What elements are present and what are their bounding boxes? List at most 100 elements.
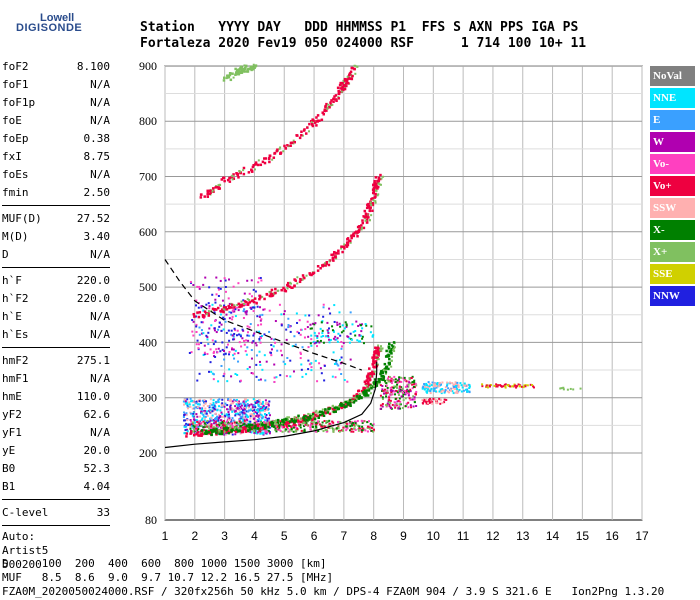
echo-dot (394, 385, 397, 388)
echo-dot (209, 348, 212, 351)
echo-dot (299, 328, 302, 331)
echo-dot (285, 375, 288, 378)
echo-dot (322, 306, 325, 309)
trace-point (384, 355, 388, 358)
echo-dot (200, 305, 203, 308)
echo-dot (212, 409, 215, 412)
echo-dot (518, 385, 521, 388)
echo-dot (211, 403, 214, 406)
trace-point (203, 195, 206, 198)
trace-point (258, 297, 261, 301)
trace-point (354, 231, 358, 234)
trace-point (236, 71, 240, 74)
trace-point (365, 375, 369, 378)
trace-point (379, 349, 382, 352)
trace-point (258, 427, 262, 431)
trace-point (343, 243, 346, 246)
echo-dot (246, 427, 249, 430)
echo-dot (240, 407, 243, 410)
echo-dot (221, 398, 224, 401)
echo-dot (194, 424, 197, 427)
echo-dot (243, 412, 246, 415)
echo-dot (196, 427, 199, 430)
echo-dot (241, 413, 244, 416)
trace-point (222, 308, 225, 311)
echo-dot (360, 429, 363, 432)
trace-point (363, 392, 366, 395)
echo-dot (255, 429, 258, 432)
echo-dot (428, 385, 431, 388)
trace-point (373, 181, 376, 185)
echo-dot (342, 329, 345, 332)
echo-dot (413, 379, 416, 382)
trace-point (215, 427, 218, 431)
trace-point (293, 140, 296, 144)
echo-dot (354, 428, 357, 431)
echo-dot (425, 387, 428, 390)
echo-dot (237, 404, 240, 407)
trace-point (309, 414, 312, 418)
echo-dot (247, 339, 250, 342)
trace-point (206, 313, 209, 316)
echo-dot (391, 393, 394, 396)
trace-point (393, 346, 396, 349)
trace-point (301, 278, 304, 281)
echo-dot (439, 399, 442, 402)
echo-dot (532, 385, 535, 388)
echo-dot (254, 411, 257, 414)
echo-dot (446, 383, 449, 386)
echo-dot (277, 428, 280, 431)
x-tick-label: 14 (546, 529, 560, 543)
trace-point (223, 179, 226, 183)
echo-dot (188, 403, 191, 406)
trace-point (205, 431, 208, 435)
echo-dot (227, 413, 230, 416)
trace-point (331, 103, 334, 106)
trace-point (308, 413, 311, 416)
echo-dot (185, 412, 188, 415)
echo-dot (379, 394, 382, 397)
echo-dot (248, 405, 251, 408)
echo-dot (433, 383, 436, 386)
trace-point (349, 400, 352, 403)
echo-dot (227, 297, 230, 300)
echo-dot (496, 385, 499, 388)
trace-point (261, 160, 265, 164)
echo-dot (188, 351, 191, 354)
echo-dot (204, 276, 207, 279)
param-separator (2, 499, 110, 500)
trace-point (391, 355, 394, 358)
echo-dot (224, 402, 227, 405)
echo-dot (310, 366, 313, 369)
echo-dot (255, 344, 258, 347)
echo-dot (412, 395, 415, 398)
echo-dot (316, 340, 319, 343)
trace-point (250, 423, 254, 427)
trace-point (235, 425, 238, 428)
echo-dot (396, 379, 399, 382)
trace-point (268, 160, 271, 164)
echo-dot (432, 388, 435, 391)
trace-point (368, 207, 372, 210)
echo-dot (398, 378, 401, 381)
echo-dot (444, 389, 447, 392)
trace-point (374, 192, 377, 196)
trace-point (192, 312, 196, 316)
echo-dot (338, 430, 341, 433)
echo-dot (280, 354, 283, 357)
trace-point (365, 213, 368, 217)
echo-dot (399, 388, 402, 391)
trace-point (365, 206, 369, 210)
echo-dot (255, 415, 258, 418)
echo-dot (234, 414, 237, 417)
x-tick-label: 5 (281, 529, 288, 543)
echo-dot (414, 382, 417, 385)
echo-dot (434, 390, 437, 393)
echo-dot (197, 406, 200, 409)
echo-dot (385, 382, 388, 385)
echo-dot (198, 285, 201, 288)
echo-dot (241, 415, 244, 418)
echo-dot (309, 426, 312, 429)
echo-dot (208, 423, 211, 426)
trace-point (317, 416, 321, 420)
